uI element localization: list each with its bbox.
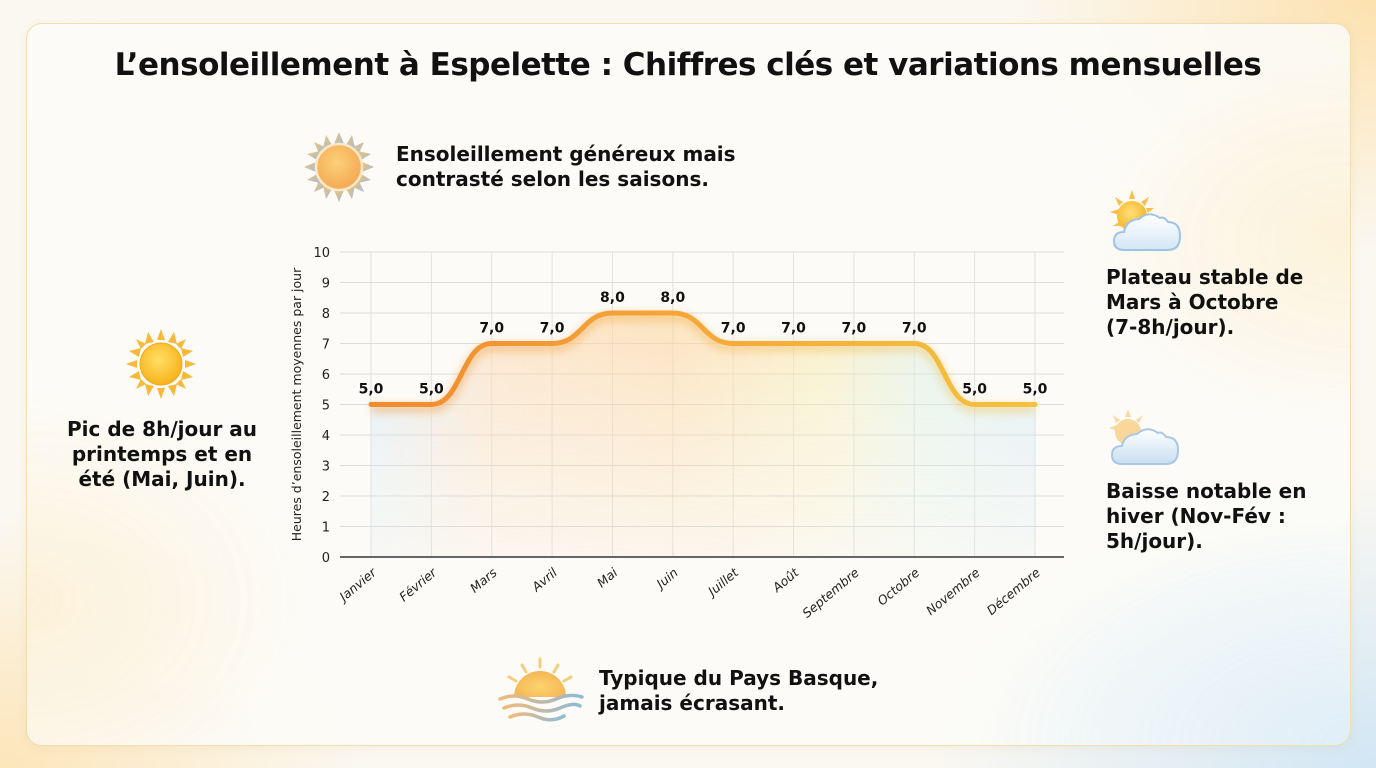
note-right-top-line-3: (7-8h/jour). (1106, 315, 1235, 339)
svg-text:4: 4 (322, 429, 330, 444)
sun-icon (304, 132, 374, 202)
note-left-line-1: Pic de 8h/jour au (66, 417, 258, 441)
note-right-bottom-line-2: hiver (Nov-Fév : (1106, 504, 1286, 528)
x-tick-label: Août (769, 564, 802, 595)
svg-text:7: 7 (322, 338, 330, 353)
svg-text:2: 2 (322, 490, 330, 505)
note-bottom-line-2: jamais écrasant. (599, 691, 785, 715)
svg-text:8: 8 (322, 307, 330, 322)
page-title: L’ensoleillement à Espelette : Chiffres … (114, 47, 1262, 83)
x-tick-label: Janvier (334, 564, 380, 606)
note-right-top: Plateau stable de Mars à Octobre (7-8h/j… (1106, 265, 1303, 340)
svg-text:5: 5 (322, 399, 330, 414)
note-top: Ensoleillement généreux mais contrasté s… (396, 142, 736, 192)
cloud-with-faint-sun-icon (1109, 409, 1180, 465)
svg-text:9: 9 (322, 277, 330, 292)
note-left-line-3: été (Mai, Juin). (78, 467, 246, 491)
data-label: 5,0 (359, 382, 384, 398)
note-right-bottom-line-1: Baisse notable en (1106, 479, 1307, 503)
note-left-line-2: printemps et en (71, 442, 253, 466)
data-label: 7,0 (842, 321, 867, 337)
data-label: 5,0 (1023, 382, 1048, 398)
note-left: Pic de 8h/jour au printemps et en été (M… (58, 417, 266, 492)
note-right-top-line-2: Mars à Octobre (1106, 290, 1279, 314)
y-axis-title: Heures d’ensoleillement moyennes par jou… (289, 267, 304, 541)
x-tick-label: Mars (467, 565, 500, 596)
x-tick-label: Octobre (874, 565, 922, 609)
note-right-top-line-1: Plateau stable de (1106, 265, 1304, 289)
sun-icon (126, 329, 196, 399)
sunshine-line (368, 310, 1038, 407)
x-tick-label: Septembre (799, 565, 862, 621)
x-tick-label: Février (396, 564, 440, 604)
svg-text:6: 6 (322, 368, 330, 383)
note-bottom: Typique du Pays Basque, jamais écrasant. (599, 666, 878, 716)
note-top-line-1: Ensoleillement généreux mais (396, 142, 736, 166)
svg-text:0: 0 (322, 551, 330, 566)
x-tick-label: Avril (528, 564, 560, 594)
data-label: 5,0 (962, 382, 987, 398)
x-tick-label: Juillet (703, 564, 742, 600)
data-label: 5,0 (419, 382, 444, 398)
data-label: 7,0 (479, 321, 504, 337)
x-tick-label: Mai (594, 564, 621, 590)
svg-text:10: 10 (313, 246, 330, 261)
x-tick-label: Décembre (984, 565, 1044, 618)
note-right-bottom-line-3: 5h/jour). (1106, 529, 1203, 553)
data-label: 7,0 (540, 321, 565, 337)
note-bottom-line-1: Typique du Pays Basque, (599, 666, 879, 690)
data-label: 7,0 (902, 321, 927, 337)
note-top-line-2: contrasté selon les saisons. (396, 167, 709, 191)
data-label: 7,0 (721, 321, 746, 337)
note-right-bottom: Baisse notable en hiver (Nov-Fév : 5h/jo… (1106, 479, 1306, 554)
sunset-over-waves-icon (498, 657, 584, 722)
svg-text:3: 3 (322, 460, 330, 475)
x-tick-label: Novembre (923, 565, 983, 618)
sun-behind-cloud-icon (1110, 190, 1182, 251)
data-label: 8,0 (660, 290, 685, 306)
data-label: 8,0 (600, 290, 625, 306)
x-tick-label: Juin (651, 565, 681, 593)
data-label: 7,0 (781, 321, 806, 337)
svg-text:1: 1 (322, 521, 330, 536)
